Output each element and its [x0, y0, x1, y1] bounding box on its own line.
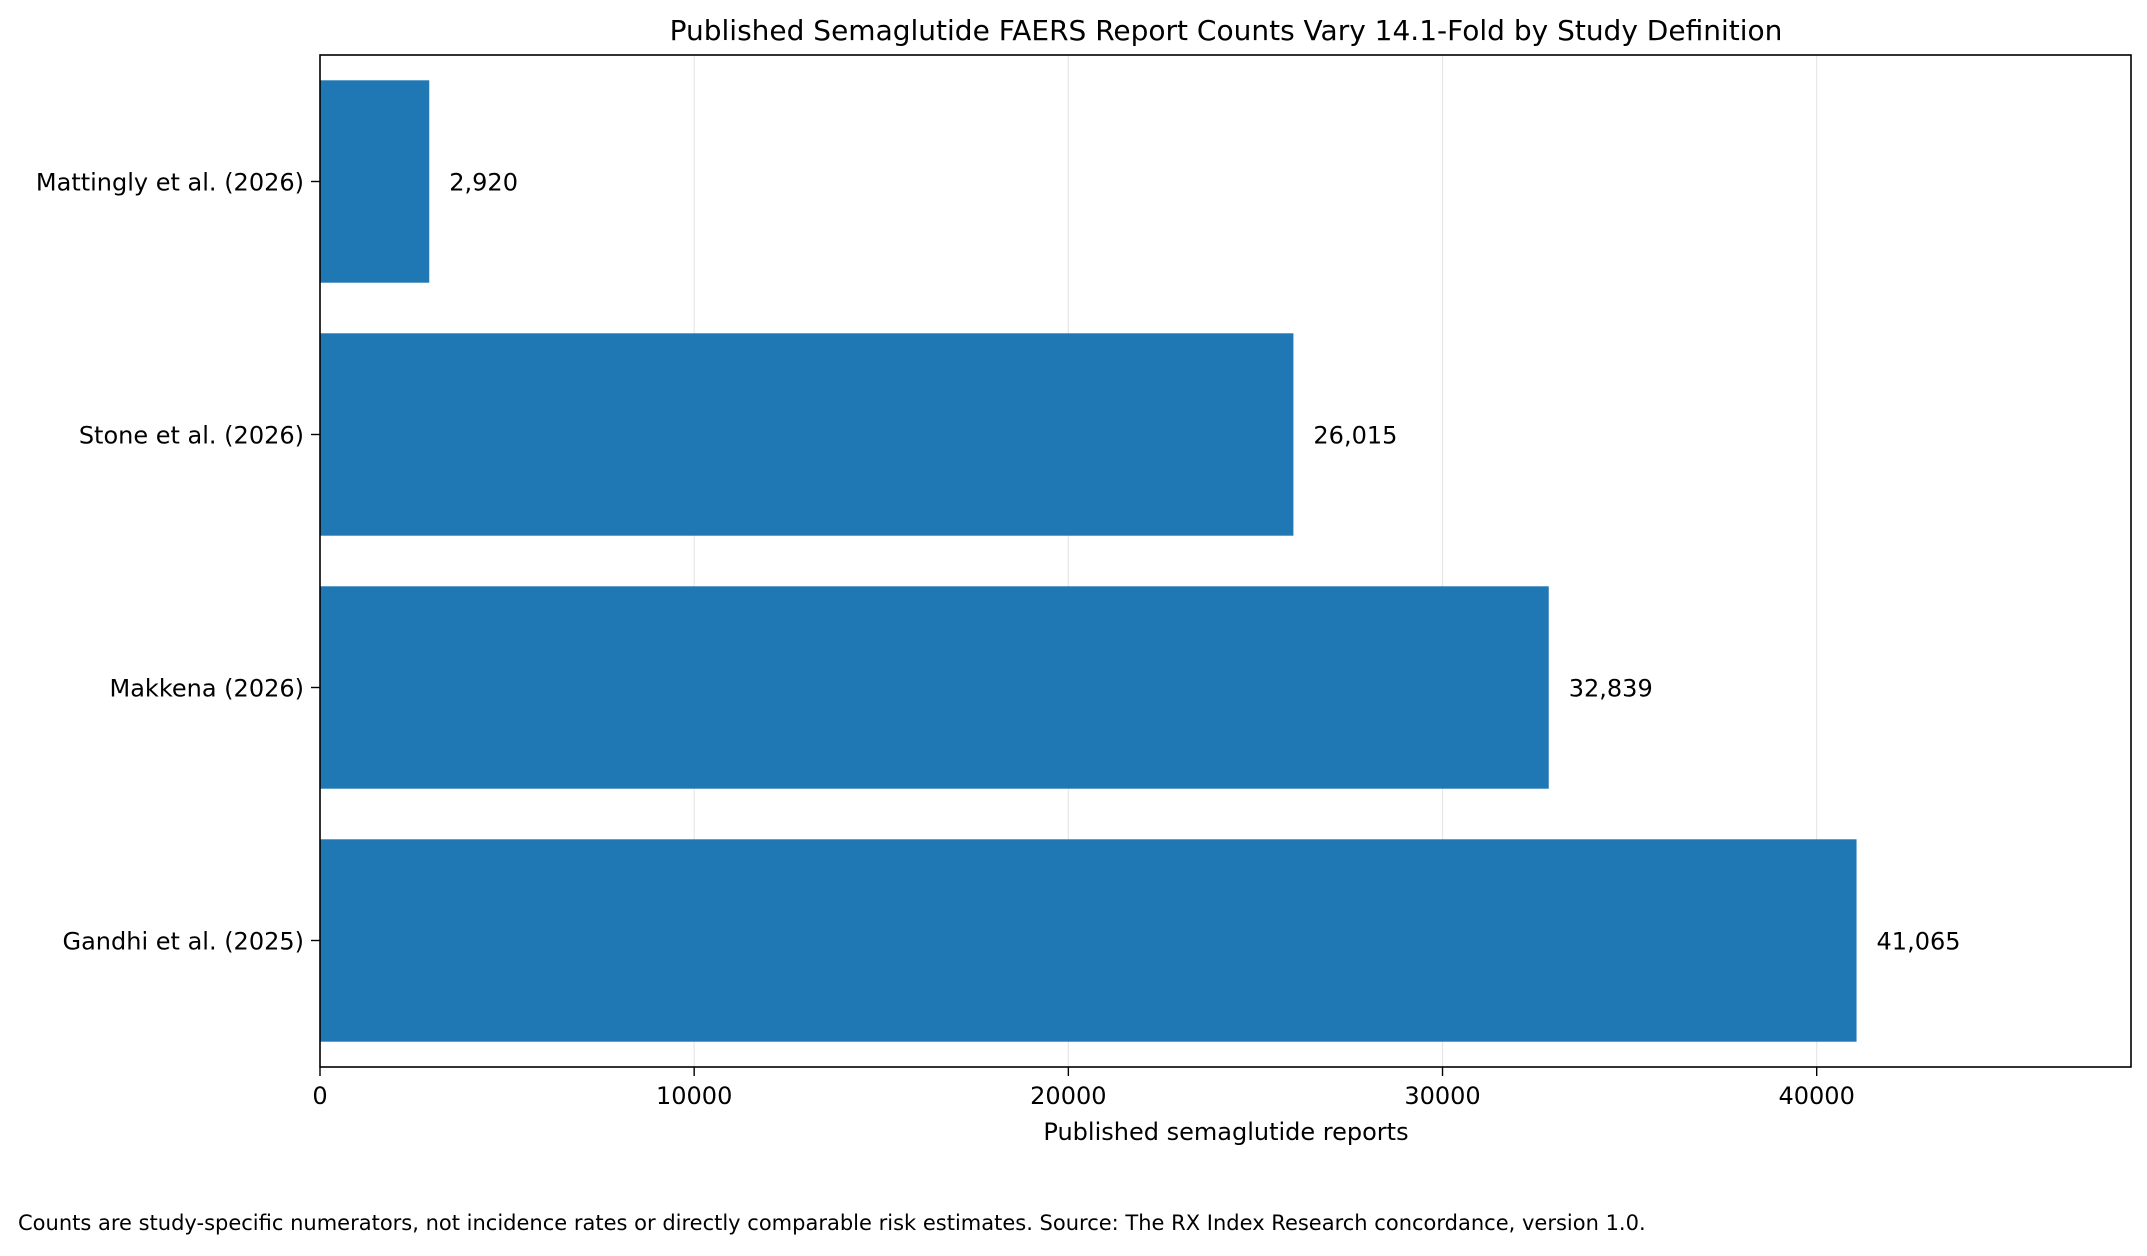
- bar: [320, 333, 1294, 536]
- bar: [320, 839, 1857, 1042]
- bars: [320, 80, 1857, 1042]
- x-tick-label: 10000: [656, 1082, 732, 1110]
- bar: [320, 80, 430, 283]
- plot-frame: [319, 54, 2132, 1068]
- y-axis: Gandhi et al. (2025) Makkena (2026) Stone …: [36, 169, 320, 956]
- x-axis-label: Published semaglutide reports: [1043, 1118, 1408, 1146]
- y-tick-label: Mattingly et al. (2026): [36, 169, 304, 197]
- x-tick-label: 20000: [1030, 1082, 1106, 1110]
- x-tick-label: 30000: [1404, 1082, 1480, 1110]
- bar-value-label: 26,015: [1313, 422, 1397, 450]
- footnote: Counts are study-specific numerators, no…: [18, 1211, 1646, 1235]
- bar-value-label: 32,839: [1569, 675, 1653, 703]
- value-labels: 41,065 32,839 26,015 2,920: [449, 169, 1960, 956]
- bar: [320, 586, 1549, 789]
- bar-value-label: 2,920: [449, 169, 518, 197]
- y-tick-label: Gandhi et al. (2025): [63, 928, 305, 956]
- chart-title: Published Semaglutide FAERS Report Count…: [670, 14, 1783, 47]
- y-tick-label: Makkena (2026): [110, 675, 304, 703]
- y-tick-label: Stone et al. (2026): [79, 422, 304, 450]
- x-tick-label: 40000: [1779, 1082, 1855, 1110]
- bar-value-label: 41,065: [1877, 928, 1961, 956]
- x-axis: 0 10000 20000 30000 40000: [312, 1067, 1855, 1110]
- x-tick-label: 0: [312, 1082, 327, 1110]
